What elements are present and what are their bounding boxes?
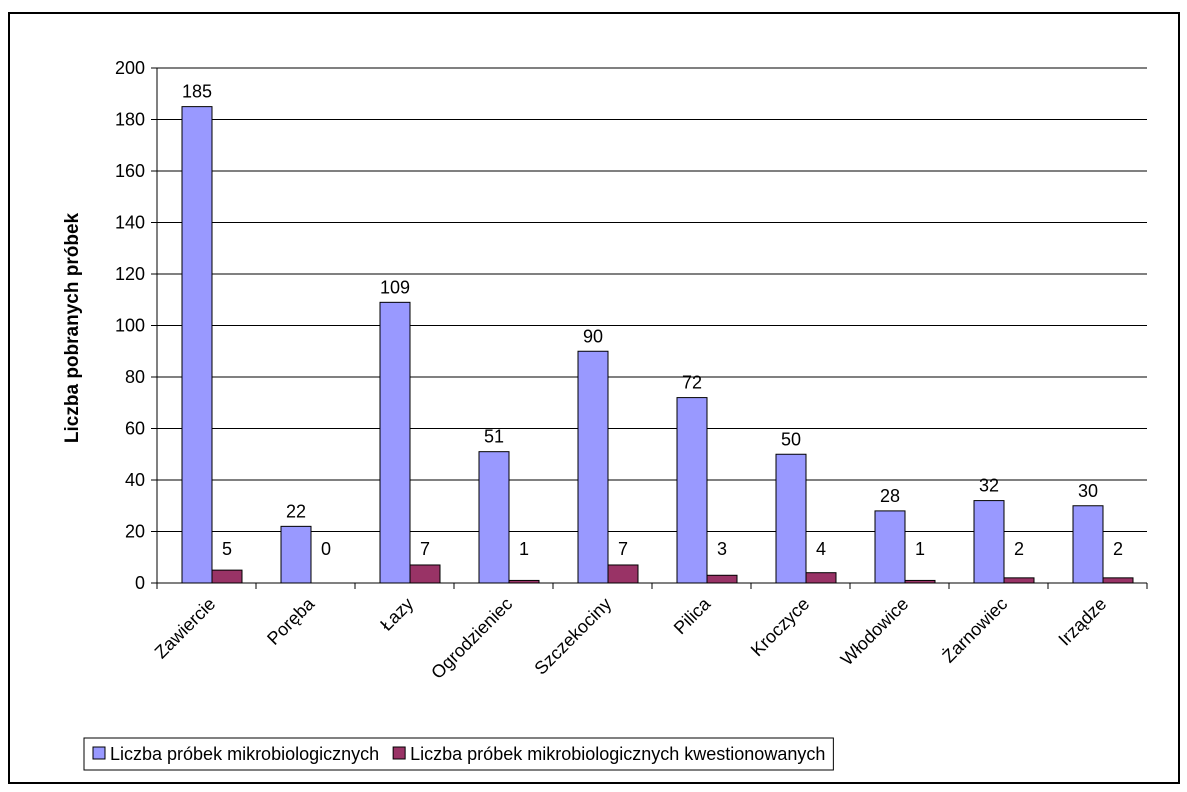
y-tick-label: 180 xyxy=(115,110,145,130)
x-tick-label: Ogrodzieniec xyxy=(427,594,516,683)
legend-box xyxy=(83,737,834,771)
bar xyxy=(181,106,213,584)
bar xyxy=(280,525,312,584)
legend-label: Liczba próbek mikrobiologicznych kwestio… xyxy=(410,744,825,764)
bar xyxy=(676,397,708,584)
data-label: 32 xyxy=(979,476,999,496)
y-tick-label: 80 xyxy=(125,367,145,387)
legend-swatch xyxy=(392,746,406,760)
bar xyxy=(211,569,243,584)
data-label: 4 xyxy=(816,539,826,559)
y-axis: 0 20 40 60 80 100 120 140 160 180 200 xyxy=(115,58,158,593)
bar xyxy=(904,579,936,584)
data-label: 0 xyxy=(321,539,331,559)
bar xyxy=(508,579,540,584)
y-tick-label: 200 xyxy=(115,58,145,78)
x-tick-label: Kroczyce xyxy=(747,594,813,660)
data-label: 28 xyxy=(880,486,900,506)
data-label: 1 xyxy=(915,539,925,559)
x-tick-label: Zawiercie xyxy=(151,594,220,663)
x-tick-label: Pilica xyxy=(670,593,715,638)
bar xyxy=(874,510,906,584)
x-tick-label: Poręba xyxy=(263,593,319,649)
bar xyxy=(1102,577,1134,584)
data-label: 30 xyxy=(1078,481,1098,501)
bar xyxy=(973,500,1005,584)
y-tick-label: 160 xyxy=(115,161,145,181)
legend: Liczba próbek mikrobiologicznych Liczba p… xyxy=(83,737,834,771)
data-label: 185 xyxy=(182,82,212,102)
bar xyxy=(577,350,609,584)
bar xyxy=(1072,505,1104,584)
y-tick-label: 140 xyxy=(115,213,145,233)
data-label: 109 xyxy=(380,277,410,297)
data-label: 51 xyxy=(484,427,504,447)
data-label: 7 xyxy=(618,539,628,559)
data-label: 3 xyxy=(717,539,727,559)
data-label: 2 xyxy=(1113,539,1123,559)
bars xyxy=(181,106,1134,584)
data-label: 5 xyxy=(222,539,232,559)
data-label: 22 xyxy=(286,501,306,521)
y-tick-label: 100 xyxy=(115,316,145,336)
legend-label: Liczba próbek mikrobiologicznych xyxy=(110,744,379,764)
data-label: 7 xyxy=(420,539,430,559)
y-tick-label: 20 xyxy=(125,522,145,542)
y-axis-title: Liczba pobranych próbek xyxy=(62,212,83,443)
gridlines xyxy=(157,67,1147,532)
bar xyxy=(1003,577,1035,584)
data-label: 72 xyxy=(682,373,702,393)
y-tick-label: 40 xyxy=(125,470,145,490)
legend-swatch xyxy=(92,746,106,760)
x-tick-label: Szczekociny xyxy=(530,594,615,679)
bar xyxy=(379,301,411,584)
data-label: 2 xyxy=(1014,539,1024,559)
bar xyxy=(409,564,441,584)
x-tick-label: Łazy xyxy=(376,594,417,635)
bar xyxy=(607,564,639,584)
y-tick-label: 60 xyxy=(125,419,145,439)
bar xyxy=(478,451,510,584)
x-tick-label: Żarnowiec xyxy=(938,594,1011,667)
bar xyxy=(706,574,738,584)
x-tick-label: Włodowice xyxy=(837,594,913,670)
x-tick-label: Irządze xyxy=(1054,594,1110,650)
y-tick-label: 0 xyxy=(135,573,145,593)
data-label: 1 xyxy=(519,539,529,559)
data-label: 90 xyxy=(583,326,603,346)
x-axis: Zawiercie Poręba Łazy Ogrodzieniec Szczekoci… xyxy=(151,582,1148,683)
bar xyxy=(775,453,807,584)
data-label: 50 xyxy=(781,429,801,449)
bar xyxy=(805,572,837,584)
y-tick-label: 120 xyxy=(115,264,145,284)
